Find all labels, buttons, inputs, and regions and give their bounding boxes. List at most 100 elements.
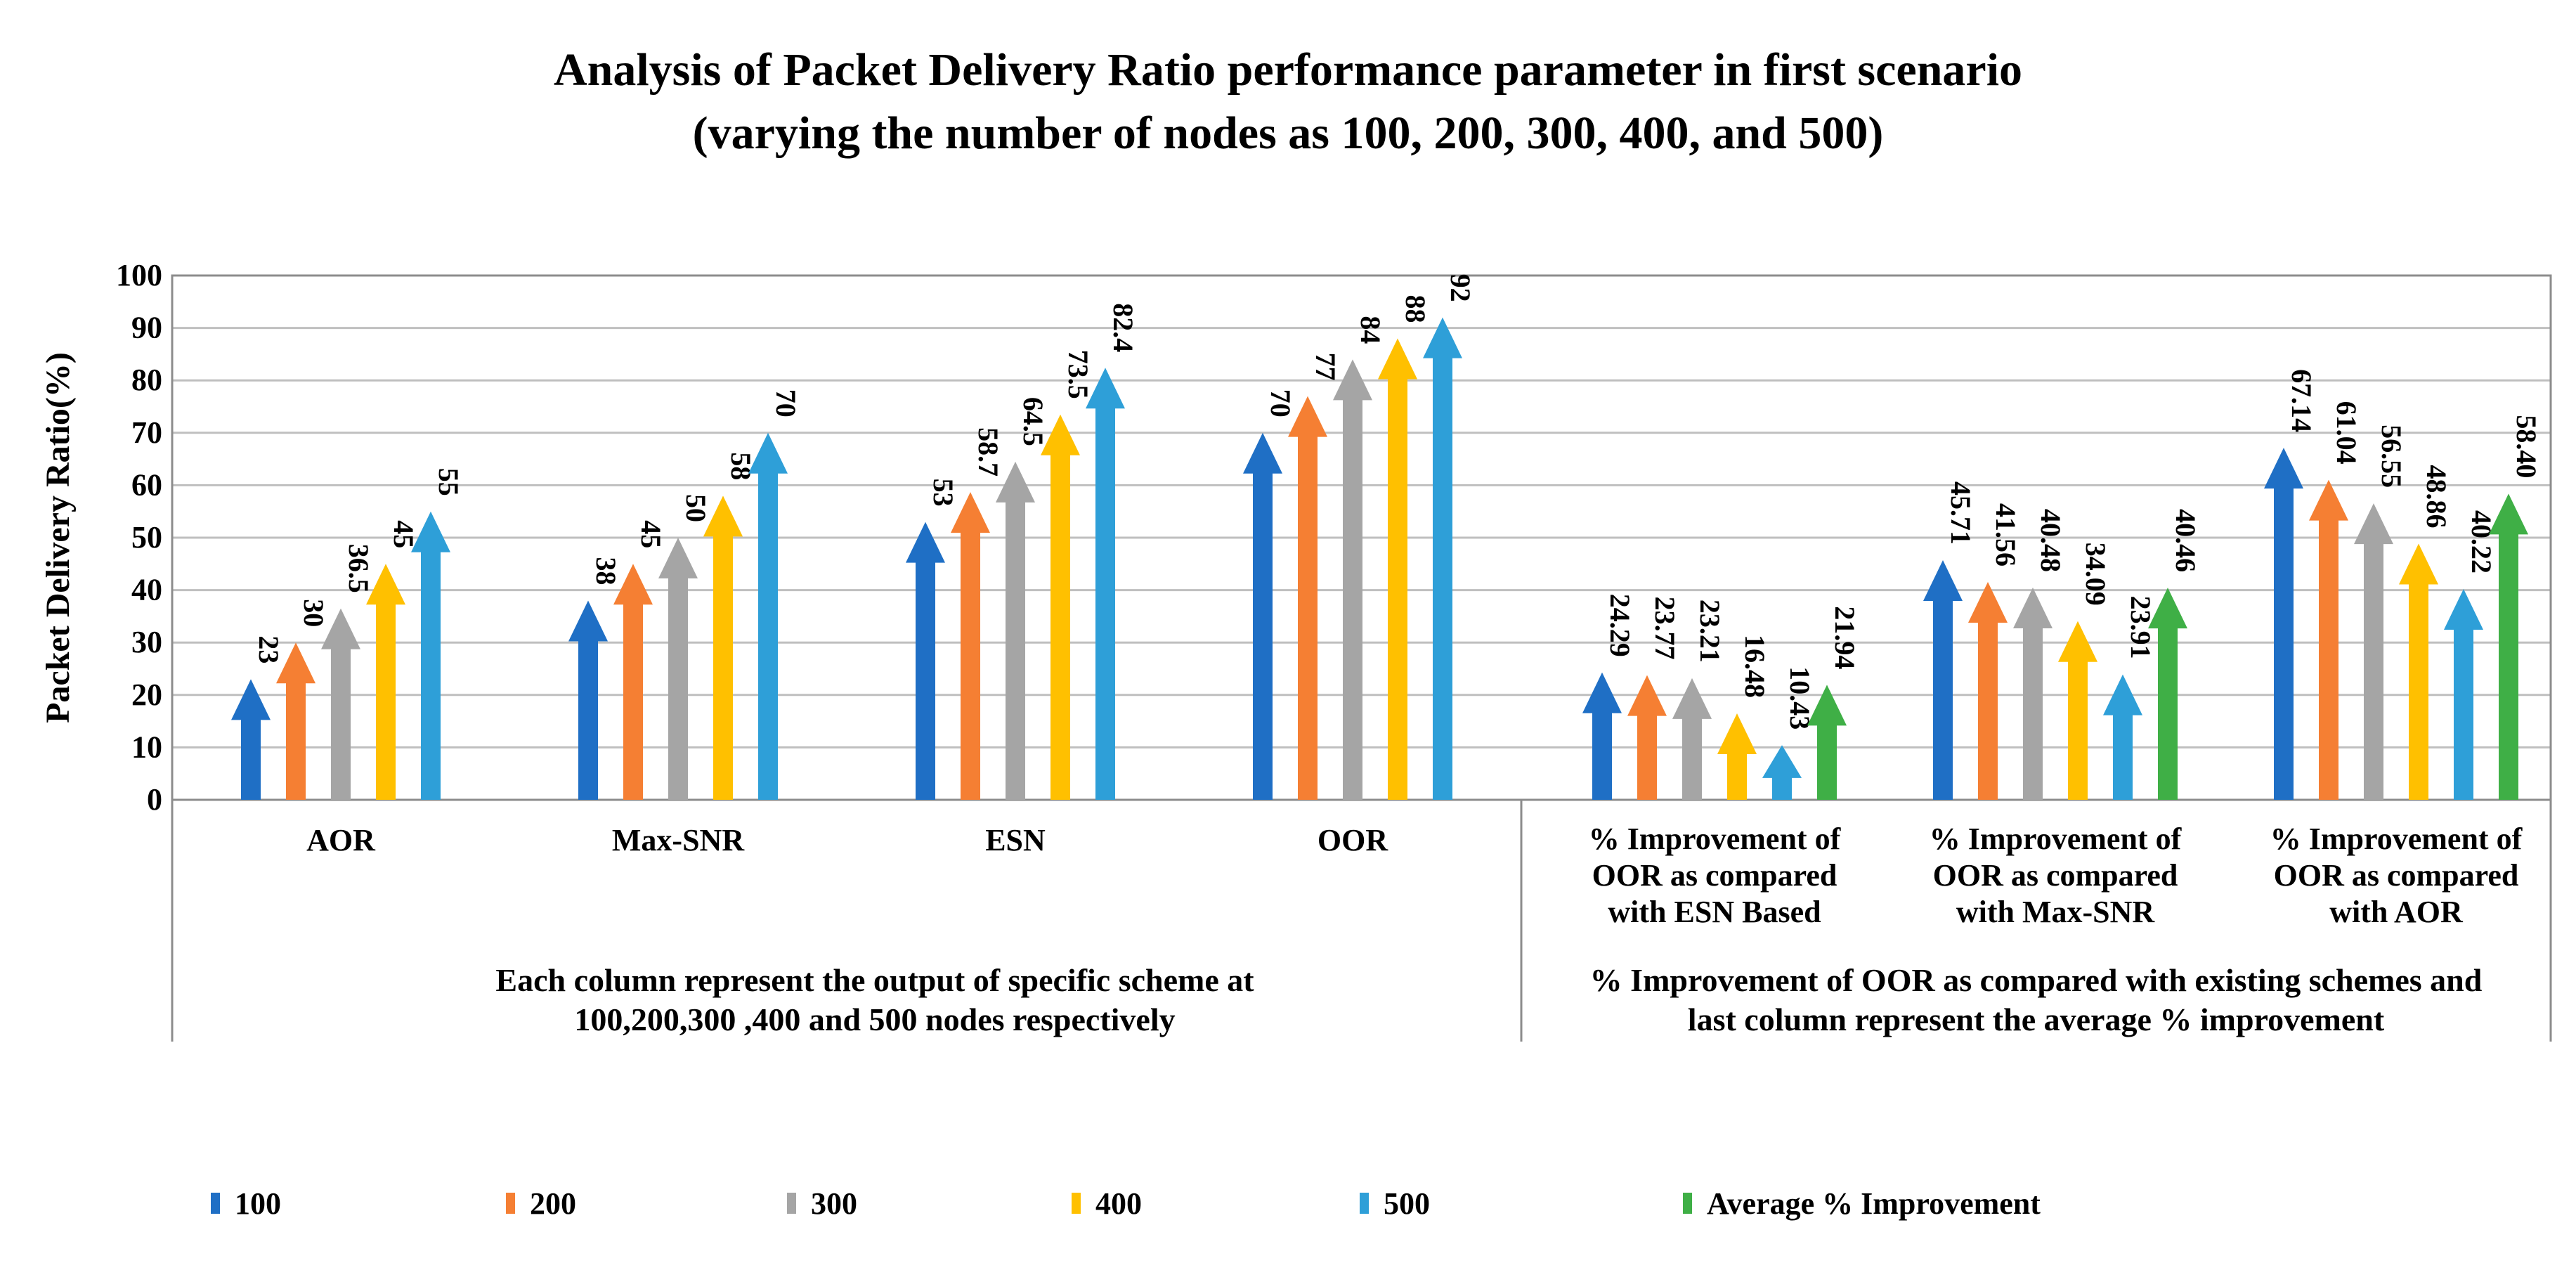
arrow-bar <box>411 511 450 800</box>
arrow-bar <box>2058 621 2097 800</box>
y-axis-label: Packet Delivery Ratio(%) <box>39 352 77 723</box>
data-label: 55 <box>433 468 464 496</box>
data-label: 82.4 <box>1107 303 1139 352</box>
data-label: 30 <box>298 599 330 627</box>
y-tick-label: 20 <box>131 678 162 712</box>
arrow-bar <box>996 461 1035 800</box>
category-label: Max-SNR <box>612 823 745 857</box>
data-label: 34.09 <box>2080 543 2112 606</box>
data-label: 77 <box>1310 353 1341 381</box>
section-note: Each column represent the output of spec… <box>495 962 1254 998</box>
legend-marker <box>506 1193 515 1214</box>
arrow-bar <box>366 564 405 800</box>
arrow-bar <box>1923 560 1963 800</box>
category-label: AOR <box>306 823 376 857</box>
legend-label: 300 <box>811 1186 857 1221</box>
arrow-bar <box>1807 685 1847 800</box>
legend-label: 200 <box>530 1186 576 1221</box>
data-label: 24.29 <box>1604 594 1636 657</box>
arrow-bar <box>906 521 945 800</box>
arrow-bar <box>703 495 743 800</box>
arrow-bar <box>613 564 653 800</box>
category-label: with ESN Based <box>1608 895 1821 929</box>
arrow-bar <box>1243 432 1282 800</box>
arrow-bar <box>1672 678 1712 800</box>
data-label: 45 <box>635 520 667 548</box>
data-label: 16.48 <box>1739 635 1771 698</box>
chart-title-line-2: (varying the number of nodes as 100, 200… <box>692 108 1884 159</box>
data-label: 36.5 <box>343 544 375 593</box>
legend-label: 100 <box>235 1186 281 1221</box>
legend-marker <box>1683 1193 1692 1214</box>
legend-label: Average % Improvement <box>1707 1186 2041 1221</box>
data-label: 84 <box>1355 316 1386 344</box>
category-label: ESN <box>985 823 1046 857</box>
legend-label: 400 <box>1095 1186 1142 1221</box>
arrow-bar <box>1423 317 1462 800</box>
arrow-bar <box>2354 503 2393 800</box>
data-label: 58 <box>725 452 757 480</box>
y-tick-label: 0 <box>147 782 162 817</box>
data-label: 58.40 <box>2511 415 2542 478</box>
data-label: 40.46 <box>2170 509 2201 572</box>
category-label: OOR as compared <box>1933 858 2178 893</box>
data-label: 45 <box>388 520 419 548</box>
data-label: 73.5 <box>1062 350 1094 399</box>
arrow-bar <box>2264 448 2303 800</box>
y-tick-label: 50 <box>131 520 162 555</box>
arrow-bar <box>1717 713 1757 800</box>
legend-marker <box>211 1193 220 1214</box>
y-tick-label: 90 <box>131 311 162 345</box>
y-tick-label: 40 <box>131 573 162 607</box>
arrow-bar <box>1333 359 1372 800</box>
data-label: 40.48 <box>2035 509 2067 572</box>
legend-marker <box>787 1193 796 1214</box>
data-label: 53 <box>928 479 959 507</box>
data-label: 50 <box>680 494 712 522</box>
arrow-bar <box>1582 672 1622 800</box>
data-label: 58.7 <box>972 427 1004 477</box>
arrow-bar <box>658 538 698 800</box>
data-label: 92 <box>1445 274 1476 302</box>
chart-title-line-1: Analysis of Packet Delivery Ratio perfor… <box>553 44 2023 96</box>
section-note: last column represent the average % impr… <box>1688 1002 2385 1037</box>
arrow-bar <box>2399 543 2438 800</box>
category-label: OOR as compared <box>1592 858 1837 893</box>
category-label: % Improvement of <box>1589 822 1842 856</box>
category-label: % Improvement of <box>2270 822 2523 856</box>
data-label: 61.04 <box>2331 401 2362 465</box>
legend-marker <box>1360 1193 1369 1214</box>
y-tick-label: 70 <box>131 415 162 450</box>
category-label: with AOR <box>2329 895 2464 929</box>
category-label: OOR as compared <box>2274 858 2519 893</box>
data-label: 23.77 <box>1649 597 1681 660</box>
y-tick-label: 10 <box>131 730 162 764</box>
y-tick-label: 60 <box>131 467 162 502</box>
y-tick-label: 30 <box>131 625 162 659</box>
data-label: 21.94 <box>1829 606 1861 669</box>
data-label: 88 <box>1400 295 1431 323</box>
data-label: 38 <box>590 557 622 585</box>
arrow-bar <box>231 679 271 800</box>
arrow-bar <box>2309 479 2348 800</box>
data-label: 70 <box>770 389 802 417</box>
arrow-bar <box>276 642 316 800</box>
section-note: 100,200,300 ,400 and 500 nodes respectiv… <box>574 1002 1175 1037</box>
arrow-bar <box>1378 338 1417 800</box>
category-label: % Improvement of <box>1930 822 2183 856</box>
data-label: 23.21 <box>1694 600 1726 663</box>
arrow-bar <box>748 432 788 800</box>
arrow-bar <box>1762 745 1802 800</box>
y-tick-label: 100 <box>116 258 162 292</box>
data-label: 70 <box>1265 389 1296 417</box>
arrow-bar <box>1627 675 1667 800</box>
data-label: 40.22 <box>2466 510 2497 574</box>
arrow-bar <box>321 608 360 800</box>
arrow-bar <box>1968 581 2008 800</box>
data-label: 64.5 <box>1017 397 1049 446</box>
data-label: 56.55 <box>2376 425 2407 488</box>
legend-label: 500 <box>1384 1186 1430 1221</box>
arrow-bar <box>2444 588 2483 800</box>
arrow-bar <box>2013 588 2053 800</box>
arrow-bar <box>2489 493 2528 800</box>
